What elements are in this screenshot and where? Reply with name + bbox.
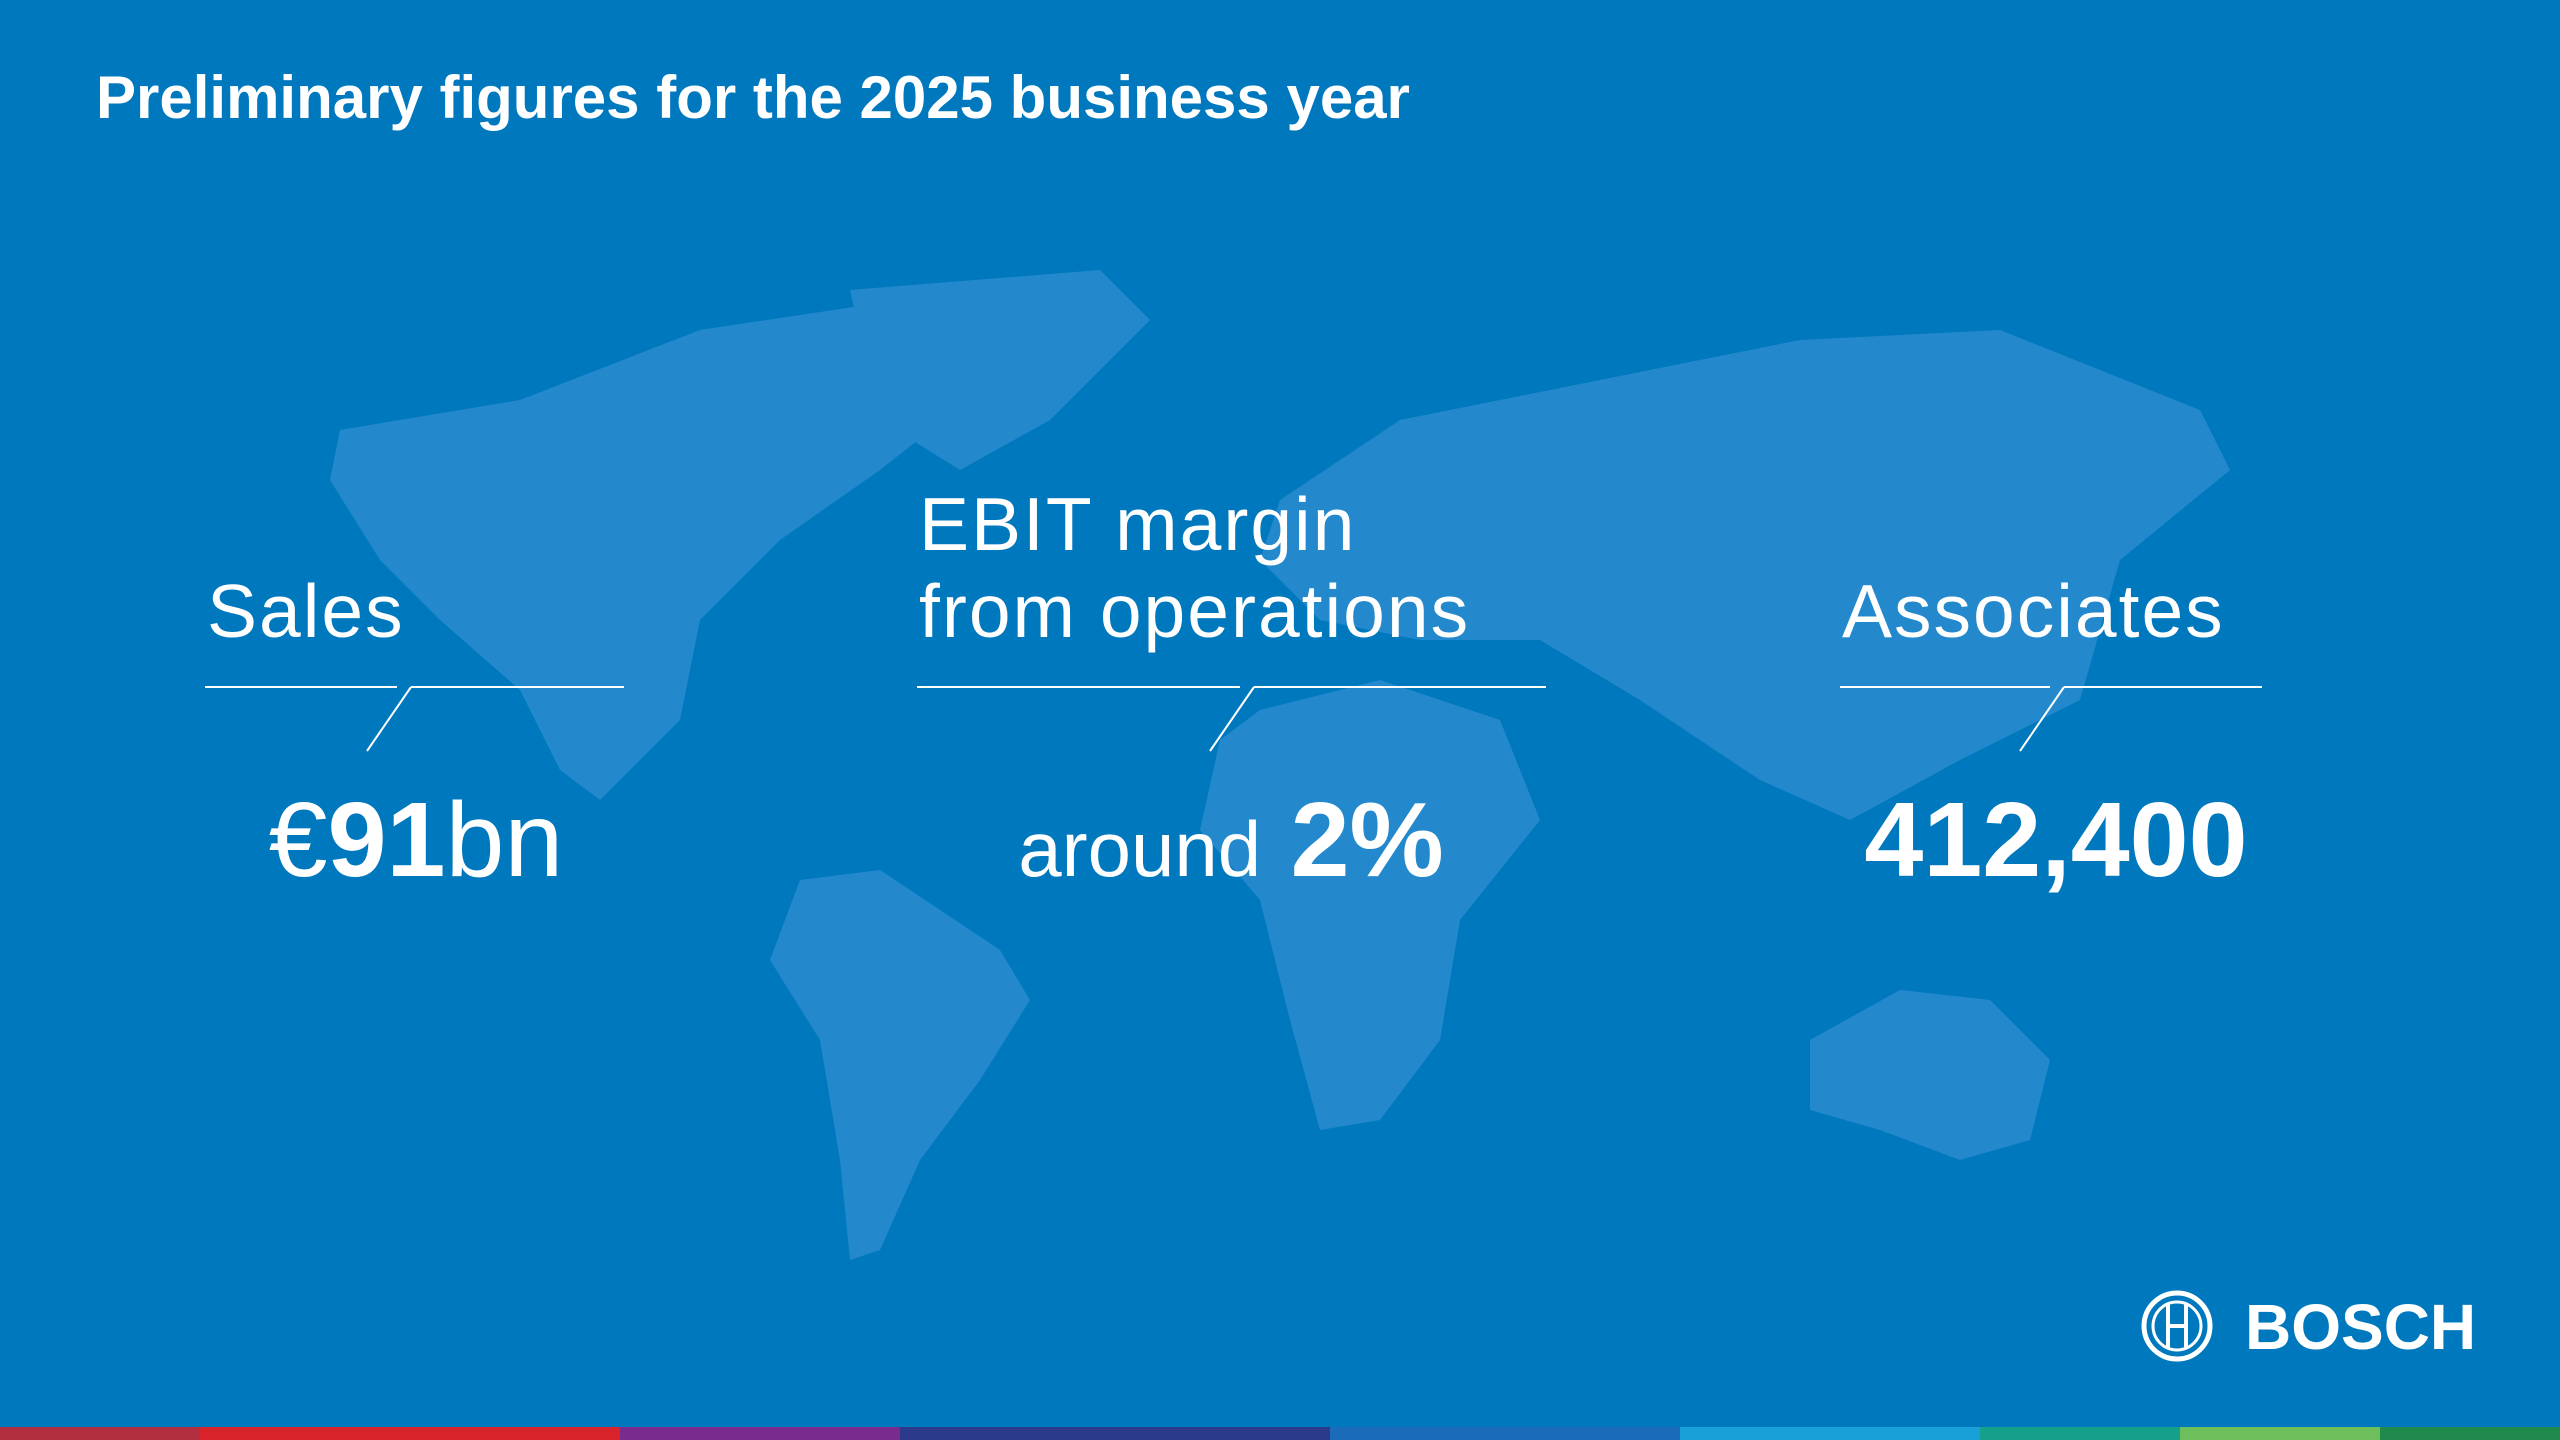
value-prefix: € (269, 781, 328, 899)
metric-value: 412,400 (1864, 781, 2247, 899)
callout-line (917, 686, 1546, 752)
value-number: 91 (328, 781, 446, 899)
logo-ring (2141, 1290, 2213, 1362)
callout-line (205, 686, 624, 752)
logo: BOSCH (2141, 1290, 2476, 1363)
logo-armature (2151, 1300, 2203, 1352)
metric: Sales €91bn (205, 569, 624, 899)
logo-text: BOSCH (2245, 1291, 2476, 1363)
value-suffix: bn (445, 781, 563, 899)
world-map (330, 270, 2230, 1260)
metric: Associates 412,400 (1840, 569, 2262, 899)
callout-line (1840, 686, 2262, 752)
metric-label: from operations (919, 569, 1470, 653)
value-number: 2% (1291, 781, 1444, 899)
metric-value: around 2% (1018, 781, 1444, 899)
value-number: 412,400 (1864, 781, 2247, 899)
metric-label: Sales (207, 569, 405, 653)
color-bar (0, 1427, 2560, 1440)
value-prefix: around (1018, 805, 1261, 893)
title: Preliminary figures for the 2025 busines… (96, 64, 1410, 131)
metric-value: €91bn (269, 781, 564, 899)
metric-label: Associates (1842, 569, 2225, 653)
metric-label: EBIT margin (919, 482, 1356, 566)
